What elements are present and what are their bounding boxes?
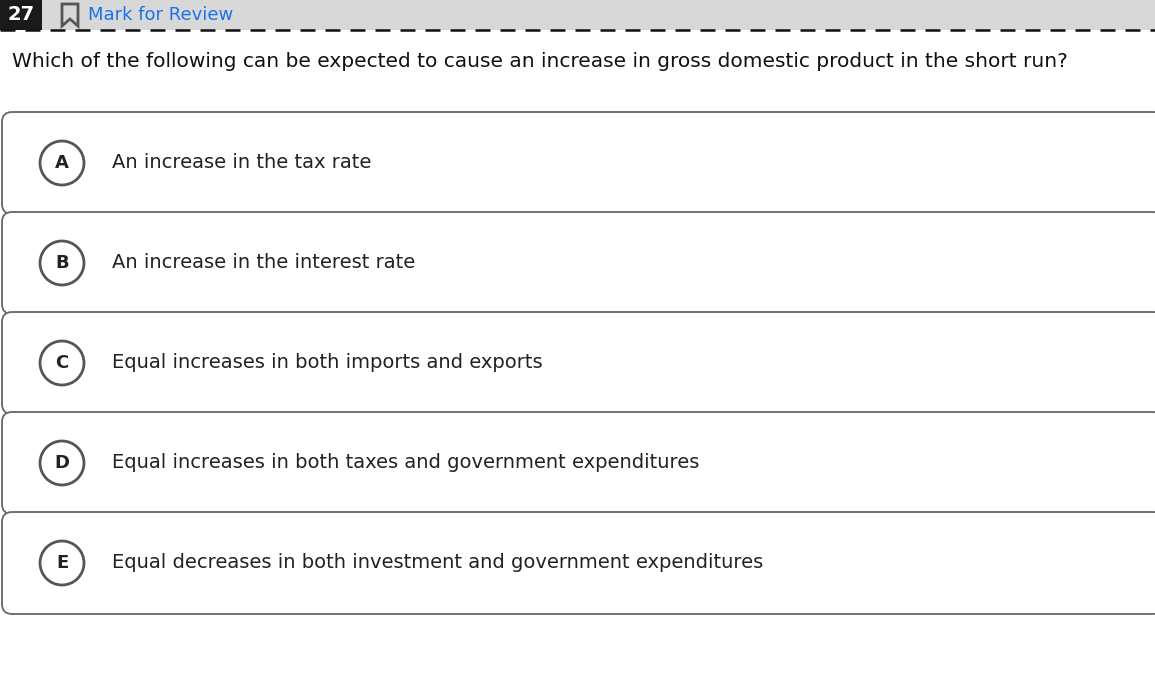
Bar [0,0,42,30]
Ellipse shape [40,341,84,385]
Text: Mark for Review: Mark for Review [88,6,233,24]
Text: An increase in the interest rate: An increase in the interest rate [112,254,416,272]
FancyBboxPatch shape [2,112,1155,214]
Ellipse shape [40,141,84,185]
Text: A: A [55,154,69,172]
Text: E: E [55,554,68,572]
FancyBboxPatch shape [2,212,1155,314]
Text: 27: 27 [7,6,35,24]
Text: B: B [55,254,69,272]
Text: Equal decreases in both investment and government expenditures: Equal decreases in both investment and g… [112,553,763,573]
FancyBboxPatch shape [2,412,1155,514]
Text: Equal increases in both imports and exports: Equal increases in both imports and expo… [112,354,543,373]
Ellipse shape [40,541,84,585]
Ellipse shape [40,241,84,285]
Text: Equal increases in both taxes and government expenditures: Equal increases in both taxes and govern… [112,454,700,473]
Text: D: D [54,454,69,472]
FancyBboxPatch shape [2,312,1155,414]
Text: C: C [55,354,68,372]
Bar [0,0,1155,30]
FancyBboxPatch shape [2,512,1155,614]
Text: Which of the following can be expected to cause an increase in gross domestic pr: Which of the following can be expected t… [12,52,1067,71]
Ellipse shape [40,441,84,485]
Text: An increase in the tax rate: An increase in the tax rate [112,154,372,172]
